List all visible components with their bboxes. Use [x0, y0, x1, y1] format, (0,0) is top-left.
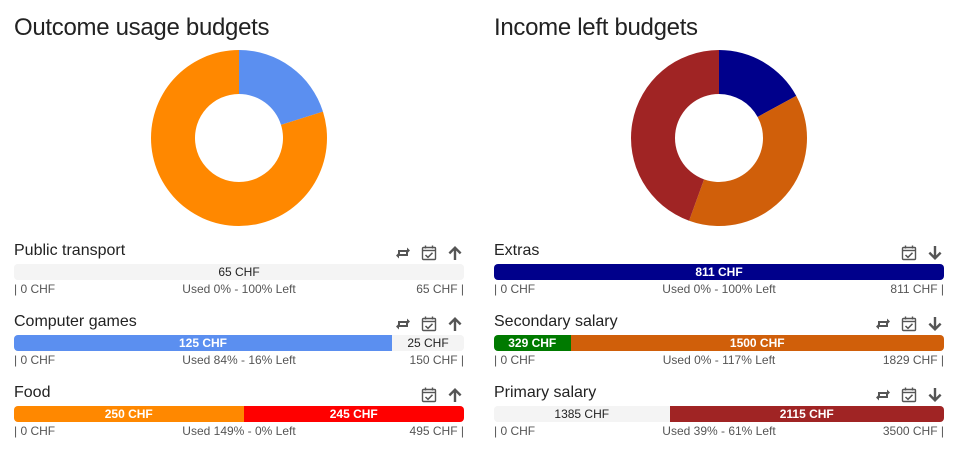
budget-item: Secondary salary 329 CHF 1500 CHF | 0 CHF Us… — [494, 313, 944, 383]
budget-usage-label: Used 39% - 61% Left — [662, 424, 776, 438]
budget-item: Primary salary 1385 CHF 2115 CHF | 0 CHF Use… — [494, 384, 944, 454]
budget-progress-segment: 2115 CHF — [669, 406, 944, 422]
budget-name: Secondary salary — [494, 313, 618, 330]
budget-usage-label: Used 0% - 100% Left — [182, 282, 296, 296]
budget-name: Extras — [494, 242, 540, 259]
budget-item: Extras 811 CHF | 0 CHF Used 0% - 100% Left 8… — [494, 242, 944, 312]
budget-usage-label: Used 149% - 0% Left — [182, 424, 296, 438]
budget-min-label: | 0 CHF — [494, 353, 536, 367]
income-donut-chart — [631, 50, 807, 226]
arrow-up-icon[interactable] — [446, 244, 464, 262]
budget-actions — [394, 315, 464, 333]
calendar-check-icon[interactable] — [900, 244, 918, 262]
budget-usage-label: Used 0% - 117% Left — [662, 353, 776, 367]
budget-scale: | 0 CHF Used 149% - 0% Left 495 CHF | — [14, 424, 464, 440]
budget-min-label: | 0 CHF — [14, 424, 56, 438]
outcome-donut-chart — [151, 50, 327, 227]
budget-progress-segment: 25 CHF — [392, 335, 464, 351]
donut-slice[interactable] — [151, 50, 327, 227]
budget-scale: | 0 CHF Used 84% - 16% Left 150 CHF | — [14, 353, 464, 369]
budget-progress-segment: 1500 CHF — [570, 335, 944, 351]
budget-progress-segment: 250 CHF — [14, 406, 244, 422]
budget-progress-bar: 250 CHF 245 CHF — [14, 406, 464, 422]
budget-item: Food 250 CHF 245 CHF | 0 CHF Used 149% - 0% … — [14, 384, 464, 454]
arrow-up-icon[interactable] — [446, 386, 464, 404]
budget-progress-bar: 125 CHF 25 CHF — [14, 335, 464, 351]
repeat-icon[interactable] — [394, 315, 412, 333]
repeat-icon[interactable] — [874, 315, 892, 333]
budget-min-label: | 0 CHF — [14, 353, 56, 367]
budget-progress-segment: 329 CHF — [494, 335, 571, 351]
budget-actions — [874, 315, 944, 333]
budget-name: Public transport — [14, 242, 126, 259]
budget-name: Food — [14, 384, 51, 401]
budget-progress-bar: 65 CHF — [14, 264, 464, 280]
arrow-down-icon[interactable] — [926, 315, 944, 333]
calendar-check-icon[interactable] — [900, 315, 918, 333]
donut-slice[interactable] — [239, 50, 323, 125]
calendar-check-icon[interactable] — [900, 386, 918, 404]
budget-progress-bar: 329 CHF 1500 CHF — [494, 335, 944, 351]
budget-progress-bar: 811 CHF — [494, 264, 944, 280]
budget-progress-segment: 1385 CHF — [494, 406, 670, 422]
donut-slice[interactable] — [631, 50, 719, 221]
budget-progress-segment: 811 CHF — [494, 264, 944, 280]
budget-progress-bar: 1385 CHF 2115 CHF — [494, 406, 944, 422]
budget-actions — [900, 244, 944, 262]
budget-scale: | 0 CHF Used 0% - 117% Left 1829 CHF | — [494, 353, 944, 369]
budget-progress-segment: 245 CHF — [243, 406, 464, 422]
repeat-icon[interactable] — [874, 386, 892, 404]
budget-usage-label: Used 84% - 16% Left — [182, 353, 296, 367]
calendar-check-icon[interactable] — [420, 386, 438, 404]
calendar-check-icon[interactable] — [420, 315, 438, 333]
donut-slice[interactable] — [719, 50, 797, 117]
repeat-icon[interactable] — [394, 244, 412, 262]
budget-actions — [420, 386, 464, 404]
budget-min-label: | 0 CHF — [494, 282, 536, 296]
budget-progress-segment: 125 CHF — [14, 335, 392, 351]
budget-min-label: | 0 CHF — [14, 282, 56, 296]
income-title: Income left budgets — [494, 14, 698, 41]
budget-actions — [394, 244, 464, 262]
donut-slice[interactable] — [689, 95, 807, 226]
budget-name: Primary salary — [494, 384, 597, 401]
budget-scale: | 0 CHF Used 0% - 100% Left 65 CHF | — [14, 282, 464, 298]
budget-scale: | 0 CHF Used 0% - 100% Left 811 CHF | — [494, 282, 944, 298]
budget-item: Public transport 65 CHF | 0 CHF Used 0% - 1… — [14, 242, 464, 312]
outcome-title: Outcome usage budgets — [14, 14, 270, 41]
calendar-check-icon[interactable] — [420, 244, 438, 262]
budget-max-label: 3500 CHF | — [882, 424, 944, 438]
arrow-up-icon[interactable] — [446, 315, 464, 333]
budget-progress-segment: 65 CHF — [14, 264, 464, 280]
budget-name: Computer games — [14, 313, 137, 330]
budget-max-label: 495 CHF | — [409, 424, 464, 438]
budget-usage-label: Used 0% - 100% Left — [662, 282, 776, 296]
arrow-down-icon[interactable] — [926, 244, 944, 262]
arrow-down-icon[interactable] — [926, 386, 944, 404]
budget-max-label: 65 CHF | — [416, 282, 464, 296]
budget-scale: | 0 CHF Used 39% - 61% Left 3500 CHF | — [494, 424, 944, 440]
budget-max-label: 1829 CHF | — [882, 353, 944, 367]
budget-actions — [874, 386, 944, 404]
budget-item: Computer games 125 CHF 25 CHF | 0 CHF Used 8… — [14, 313, 464, 383]
budget-min-label: | 0 CHF — [494, 424, 536, 438]
budget-max-label: 150 CHF | — [409, 353, 464, 367]
budget-max-label: 811 CHF | — [890, 282, 944, 296]
